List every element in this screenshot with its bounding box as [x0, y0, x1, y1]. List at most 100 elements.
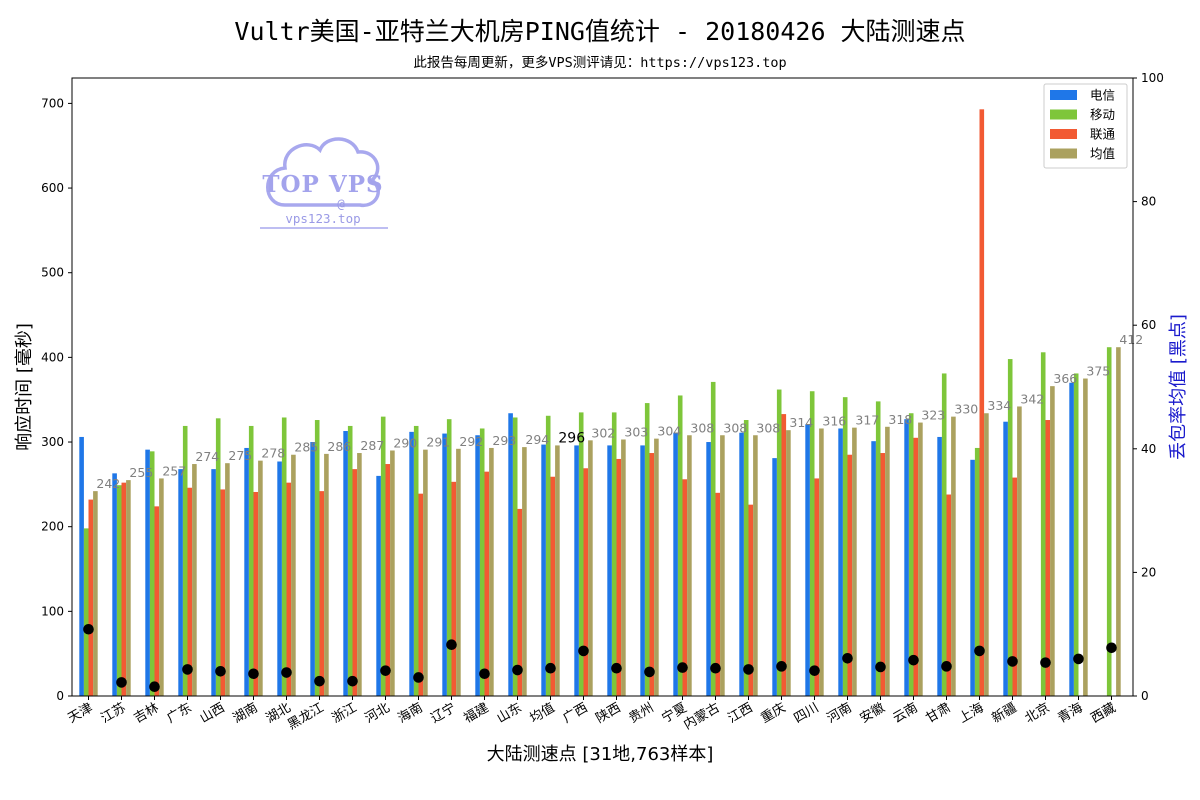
bar-联通-福建 [484, 471, 490, 696]
loss-dot-甘肃 [941, 661, 952, 672]
legend-label-电信: 电信 [1090, 88, 1115, 103]
bar-移动-北京 [1040, 352, 1046, 696]
loss-dot-福建 [479, 668, 490, 680]
bar-移动-重庆 [776, 389, 782, 696]
avg-data-label: 308 [723, 420, 747, 435]
bar-均值-山东 [522, 447, 527, 696]
x-tick-label: 广西 [560, 700, 590, 726]
bar-均值-均值 [555, 445, 560, 696]
y-tick-label: 700 [41, 96, 64, 110]
x-tick-label: 均值 [527, 700, 558, 727]
x-tick-label: 四川 [791, 700, 821, 726]
avg-data-label: 255 [129, 465, 153, 480]
x-tick-label: 辽宁 [428, 700, 459, 727]
y-right-tick-label: 100 [1141, 71, 1164, 85]
bar-均值-青海 [1083, 378, 1088, 696]
bar-均值-浙江 [357, 453, 362, 696]
bar-电信-湖北 [277, 461, 282, 696]
bars-layer [79, 109, 1121, 696]
loss-dot-山西 [215, 665, 226, 677]
bar-均值-上海 [984, 413, 989, 696]
bar-电信-内蒙古 [706, 442, 711, 696]
avg-data-label: 412 [1119, 332, 1143, 347]
bar-均值-重庆 [786, 430, 791, 696]
bar-移动-湖北 [281, 417, 287, 696]
bar-均值-甘肃 [951, 416, 956, 696]
avg-data-label: 304 [657, 424, 681, 439]
bar-联通-江西 [748, 504, 754, 696]
bar-均值-湖南 [258, 460, 263, 696]
x-tick-label: 福建 [461, 700, 491, 726]
bar-均值-广西 [588, 440, 593, 696]
legend-swatch-电信 [1050, 90, 1077, 100]
avg-data-label: 294 [525, 432, 549, 447]
bar-移动-新疆 [1007, 359, 1013, 696]
x-tick-label: 江西 [725, 700, 755, 726]
bar-电信-辽宁 [442, 433, 447, 696]
bar-移动-黑龙江 [314, 420, 320, 696]
x-tick-label: 新疆 [989, 700, 1020, 727]
loss-dot-江苏 [116, 677, 127, 688]
bar-均值-天津 [93, 491, 98, 696]
bar-联通-湖北 [286, 482, 292, 696]
y-axis-label: 响应时间 [毫秒] [14, 323, 35, 451]
bar-联通-新疆 [1012, 477, 1018, 696]
x-tick-label: 浙江 [329, 700, 359, 726]
bar-均值-江西 [753, 435, 758, 696]
bar-移动-内蒙古 [710, 381, 716, 696]
bar-联通-山西 [220, 489, 226, 696]
y-tick-label: 100 [41, 604, 64, 618]
bar-联通-广东 [187, 487, 193, 696]
loss-dot-北京 [1040, 657, 1051, 668]
x-tick-label: 江苏 [98, 700, 129, 727]
bar-联通-宁夏 [682, 479, 688, 696]
x-tick-label: 海南 [395, 700, 426, 727]
bar-移动-青海 [1073, 373, 1079, 696]
loss-dot-浙江 [347, 675, 358, 687]
avg-data-label: 314 [789, 415, 813, 430]
avg-data-label: 257 [162, 463, 186, 478]
bar-联通-吉林 [154, 506, 160, 696]
chart-subtitle: 此报告每周更新，更多VPS测评请见：https://vps123.top [413, 54, 786, 71]
bar-移动-浙江 [347, 425, 353, 696]
bar-联通-海南 [418, 493, 424, 696]
x-tick-label: 河北 [362, 700, 392, 726]
avg-labels-layer: 242 255 257 274 275 278 285 286 287 290 291 292 293 2… [96, 332, 1143, 491]
bar-均值-陕西 [621, 439, 626, 696]
avg-data-label: 242 [96, 476, 120, 491]
bar-均值-北京 [1050, 386, 1055, 696]
bar-电信-甘肃 [937, 436, 942, 696]
avg-data-label: 286 [327, 439, 351, 454]
loss-dot-安徽 [875, 661, 886, 673]
loss-dot-湖南 [248, 668, 259, 680]
y-right-tick-label: 40 [1141, 442, 1156, 456]
bar-移动-均值 [545, 415, 551, 696]
x-tick-label: 山西 [197, 700, 227, 726]
y-tick-label: 400 [41, 350, 64, 364]
bar-电信-吉林 [145, 449, 150, 696]
bar-联通-内蒙古 [715, 492, 721, 696]
bar-移动-贵州 [644, 403, 650, 696]
y-axis-right-label: 丢包率均值 [黑点] [1168, 314, 1189, 460]
bar-均值-山西 [225, 463, 230, 696]
x-tick-label: 内蒙古 [681, 700, 723, 733]
loss-dot-内蒙古 [710, 662, 721, 674]
y-right-tick-label: 0 [1141, 689, 1149, 703]
bar-联通-安徽 [880, 453, 886, 696]
x-tick-label: 安徽 [857, 700, 887, 726]
x-tick-label: 湖南 [230, 700, 261, 727]
bar-电信-新疆 [1003, 421, 1008, 696]
bar-移动-广西 [578, 412, 584, 696]
loss-dot-贵州 [644, 666, 655, 678]
avg-data-label: 285 [294, 440, 318, 455]
bar-联通-河北 [385, 464, 391, 696]
x-tick-label: 山东 [494, 700, 524, 726]
loss-dot-新疆 [1007, 656, 1018, 667]
x-tick-label: 西藏 [1088, 700, 1118, 726]
bar-移动-甘肃 [941, 373, 947, 696]
x-tick-label: 河南 [824, 700, 855, 727]
bar-均值-安徽 [885, 426, 890, 696]
y-right-tick-label: 60 [1141, 318, 1156, 332]
